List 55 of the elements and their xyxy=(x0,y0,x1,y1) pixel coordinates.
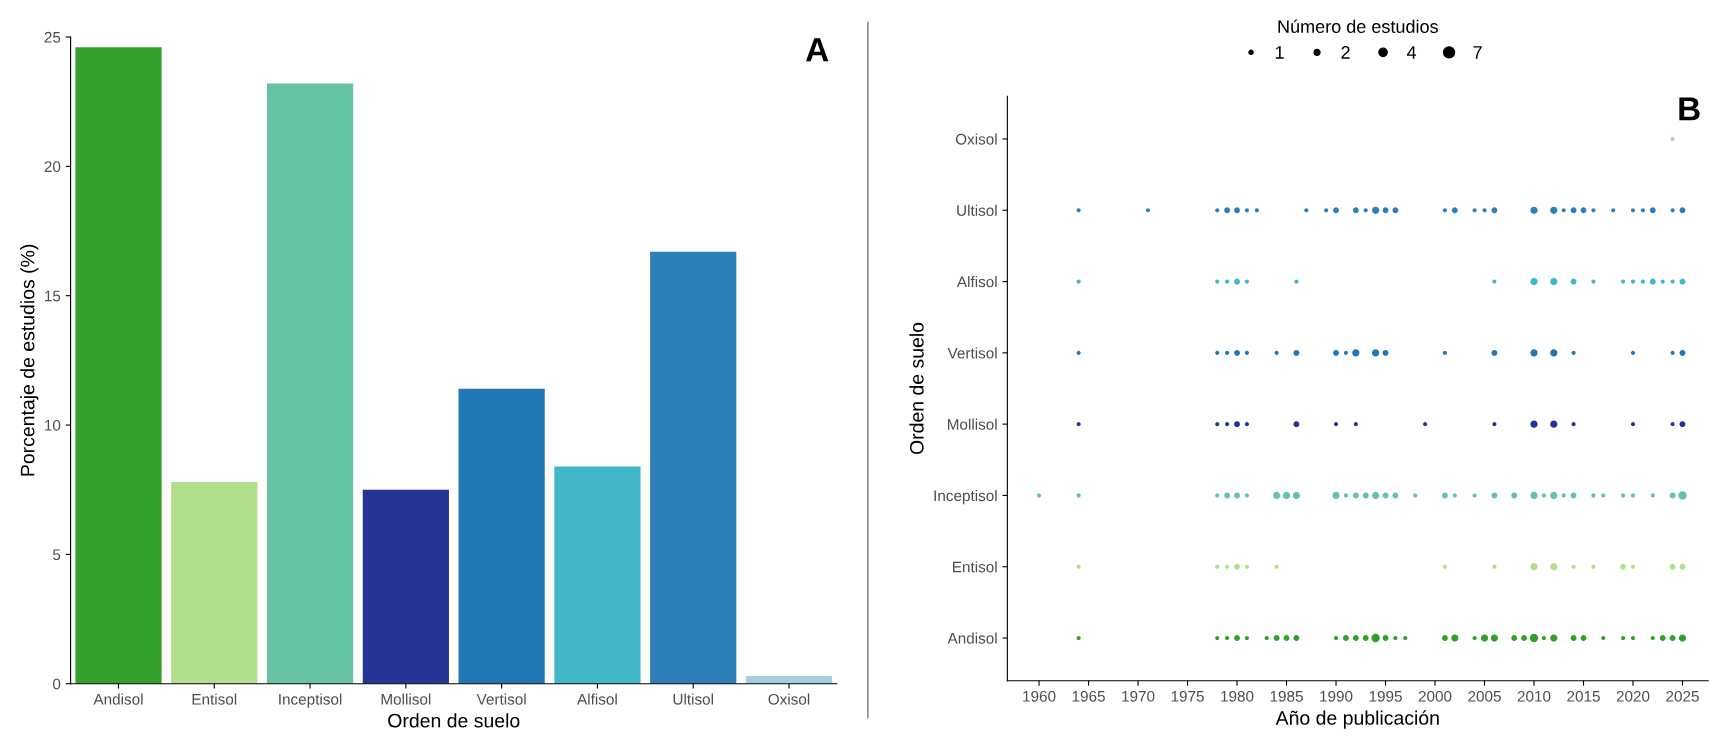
bar xyxy=(171,481,258,684)
y-tick-label: 25 xyxy=(44,31,61,43)
x-tick-label: Vertisol xyxy=(476,693,526,705)
annotation: B xyxy=(1679,97,1700,121)
bar xyxy=(650,251,737,684)
x-tick-label: Alfisol xyxy=(577,693,617,705)
bar xyxy=(362,489,449,684)
x-tick-label: 1990 xyxy=(1320,690,1353,702)
annotation: A xyxy=(805,38,829,62)
x-tick-label: 1995 xyxy=(1369,690,1402,702)
x-tick-label: 2020 xyxy=(1616,690,1650,702)
x-tick-label: 1975 xyxy=(1171,690,1204,702)
x-tick-label: Ultisol xyxy=(673,693,713,705)
x-tick-label: Entisol xyxy=(192,693,237,705)
legend-label: 4 xyxy=(1406,46,1417,59)
x-axis-title: Año de publicación xyxy=(1275,710,1439,729)
bar xyxy=(745,676,833,684)
bar xyxy=(75,47,162,684)
x-axis-title: Orden de suelo xyxy=(388,713,520,728)
x-tick-label: 1965 xyxy=(1072,690,1105,702)
y-tick-label: 0 xyxy=(52,678,61,690)
y-tick-label: Oxisol xyxy=(955,133,997,145)
bar xyxy=(266,83,354,684)
y-tick-label: Alfisol xyxy=(956,276,997,288)
y-tick-label: Andisol xyxy=(947,632,997,644)
y-tick-label: 5 xyxy=(53,549,61,561)
x-tick-label: Andisol xyxy=(93,693,143,705)
y-tick-label: 15 xyxy=(45,290,61,302)
y-tick-label: 20 xyxy=(44,161,61,173)
x-tick-label: Oxisol xyxy=(768,693,810,705)
x-tick-label: 1970 xyxy=(1122,690,1155,702)
legend-label: 2 xyxy=(1341,46,1350,59)
x-tick-label: 1980 xyxy=(1221,690,1254,702)
x-tick-label: 1960 xyxy=(1023,690,1056,702)
x-tick-label: 2025 xyxy=(1666,690,1699,702)
legend-label: 1 xyxy=(1275,46,1284,59)
y-axis-title: Porcentaje de estudios (%) xyxy=(20,244,39,476)
y-tick-label: Entisol xyxy=(953,561,997,573)
x-tick-label: 2015 xyxy=(1567,690,1600,702)
legend-label: 7 xyxy=(1473,46,1482,59)
x-tick-label: 2005 xyxy=(1468,690,1501,702)
y-tick-label: Inceptisol xyxy=(934,489,997,505)
y-tick-label: 10 xyxy=(45,419,61,431)
y-tick-label: Ultisol xyxy=(957,204,997,216)
x-tick-label: Mollisol xyxy=(381,693,431,705)
bar xyxy=(554,466,641,684)
x-tick-label: 2010 xyxy=(1517,690,1551,702)
legend-title: Número de estudios xyxy=(1278,19,1438,33)
x-tick-label: 1985 xyxy=(1270,690,1303,702)
x-tick-label: Inceptisol xyxy=(279,693,342,708)
y-axis-title: Orden de suelo xyxy=(909,322,924,455)
x-tick-label: 2000 xyxy=(1418,690,1452,702)
bar xyxy=(458,388,545,684)
y-tick-label: Mollisol xyxy=(947,418,997,430)
y-tick-label: Vertisol xyxy=(947,347,997,359)
